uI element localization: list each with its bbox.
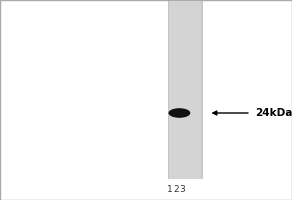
Text: 24kDa: 24kDa [255,108,292,118]
Text: 1: 1 [167,184,172,193]
Text: 2: 2 [173,184,179,193]
Bar [201,1,203,179]
Bar [168,1,203,179]
Ellipse shape [168,108,190,118]
Text: 3: 3 [180,184,185,193]
Bar [168,1,169,179]
